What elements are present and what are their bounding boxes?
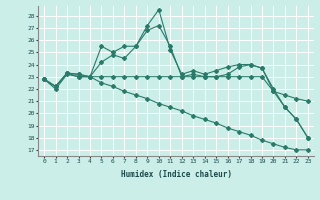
X-axis label: Humidex (Indice chaleur): Humidex (Indice chaleur) (121, 170, 231, 179)
